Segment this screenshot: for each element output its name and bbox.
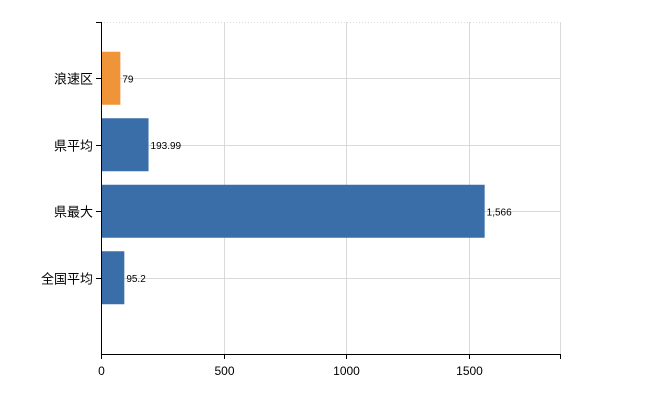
x-tick-label-0: 0 bbox=[98, 364, 105, 378]
category-label-2: 県最大 bbox=[54, 205, 93, 220]
x-tick-label-1000: 1000 bbox=[333, 364, 360, 378]
bar-0 bbox=[101, 51, 121, 105]
data-label-3: 95.2 bbox=[126, 274, 146, 285]
bar-1 bbox=[101, 118, 149, 172]
data-label-0: 79 bbox=[122, 74, 134, 85]
data-label-2: 1,566 bbox=[487, 207, 512, 218]
data-label-1: 193.99 bbox=[151, 141, 182, 152]
bar-3 bbox=[101, 251, 125, 305]
category-label-1: 県平均 bbox=[54, 139, 93, 154]
category-label-3: 全国平均 bbox=[41, 272, 93, 287]
x-tick-label-500: 500 bbox=[214, 364, 234, 378]
x-tick-label-1500: 1500 bbox=[456, 364, 483, 378]
data-labels: 79 193.99 1,566 95.2 bbox=[122, 74, 512, 285]
category-label-0: 浪速区 bbox=[54, 72, 93, 87]
bars bbox=[101, 51, 485, 305]
bar-2 bbox=[101, 184, 485, 238]
